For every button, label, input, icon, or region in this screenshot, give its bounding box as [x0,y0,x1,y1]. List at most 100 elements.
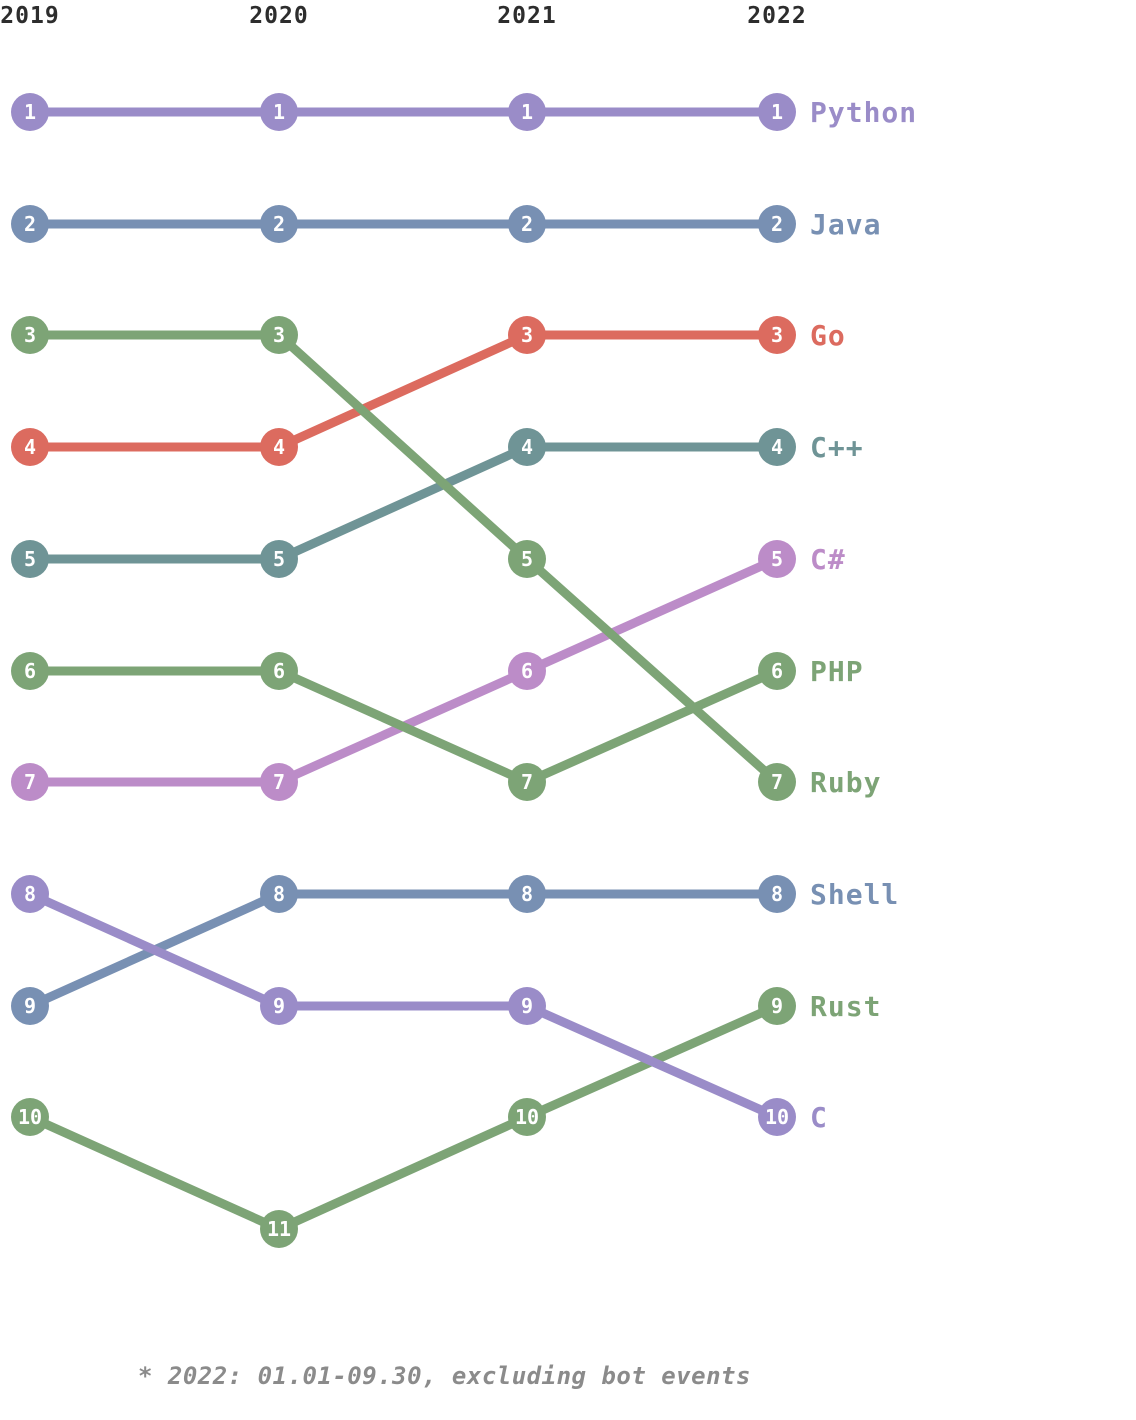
rank-dot-c-2019 [11,763,49,801]
rank-dot-c-2022 [758,540,796,578]
series-label-c: C# [810,543,846,576]
rank-number-ruby-2020: 3 [273,323,285,347]
rank-number-php-2021: 7 [521,770,533,794]
rank-dot-rust-2020 [260,1210,298,1248]
rank-number-c-2020: 9 [273,994,285,1018]
rank-dot-c-2022 [758,428,796,466]
rank-dot-php-2021 [508,763,546,801]
series-line-shell [25,889,782,1011]
series-line-go [25,330,782,452]
rank-dot-shell-2022 [758,875,796,913]
rank-dot-python-2021 [508,93,546,131]
rank-dot-shell-2020 [260,875,298,913]
rank-number-ruby-2019: 3 [24,323,36,347]
rank-number-php-2019: 6 [24,659,36,683]
rank-number-python-2021: 1 [521,100,533,124]
rank-number-java-2020: 2 [273,212,285,236]
rank-number-c-2021: 4 [521,435,533,459]
rank-number-shell-2022: 8 [771,882,783,906]
year-label-2020: 2020 [249,3,309,29]
series-label-c: C [810,1101,828,1134]
rank-number-go-2020: 4 [273,435,285,459]
rank-dot-c-2021 [508,987,546,1025]
rank-number-java-2021: 2 [521,212,533,236]
series-line-rust [25,1001,782,1234]
rank-dot-go-2019 [11,428,49,466]
rank-number-ruby-2022: 7 [771,770,783,794]
rank-dot-python-2022 [758,93,796,131]
rank-dot-java-2021 [508,205,546,243]
rank-dot-c-2020 [260,540,298,578]
series-label-go: Go [810,319,846,352]
series-label-ruby: Ruby [810,766,881,799]
rank-dot-c-2022 [758,1098,796,1136]
series-label-java: Java [810,208,881,241]
rank-dot-c-2019 [11,875,49,913]
rank-dot-c-2019 [11,540,49,578]
rank-number-java-2022: 2 [771,212,783,236]
rank-dot-go-2022 [758,316,796,354]
rank-dot-c-2020 [260,763,298,801]
rank-dot-ruby-2020 [260,316,298,354]
rank-number-java-2019: 2 [24,212,36,236]
rank-number-go-2019: 4 [24,435,36,459]
rank-number-rust-2020: 11 [267,1217,291,1241]
series-line-php [25,666,782,787]
rank-dot-php-2022 [758,652,796,690]
rank-number-c-2019: 5 [24,547,36,571]
rank-number-go-2022: 3 [771,323,783,347]
rank-dot-ruby-2019 [11,316,49,354]
rank-number-go-2021: 3 [521,323,533,347]
series-label-shell: Shell [810,878,899,911]
year-label-2022: 2022 [747,3,807,29]
series-line-c [25,442,782,564]
rank-dot-ruby-2022 [758,763,796,801]
rank-dot-rust-2022 [758,987,796,1025]
rank-dot-python-2019 [11,93,49,131]
rank-number-shell-2019: 9 [24,994,36,1018]
rank-number-php-2022: 6 [771,659,783,683]
rank-number-c-2019: 7 [24,770,36,794]
rank-number-c-2021: 6 [521,659,533,683]
rank-number-c-2020: 5 [273,547,285,571]
rank-dot-shell-2019 [11,987,49,1025]
rank-number-c-2022: 10 [765,1105,789,1129]
rank-number-ruby-2021: 5 [521,547,533,571]
rank-dot-c-2021 [508,652,546,690]
rank-number-c-2019: 8 [24,882,36,906]
series-label-c: C++ [810,431,864,464]
rank-dot-go-2020 [260,428,298,466]
series-label-rust: Rust [810,990,881,1023]
rank-dot-java-2019 [11,205,49,243]
rank-dot-go-2021 [508,316,546,354]
rank-number-rust-2021: 10 [515,1105,539,1129]
rank-number-shell-2021: 8 [521,882,533,906]
rank-number-python-2020: 1 [273,100,285,124]
rank-dot-c-2021 [508,428,546,466]
series-label-python: Python [810,96,917,129]
rank-number-c-2021: 9 [521,994,533,1018]
rank-number-rust-2022: 9 [771,994,783,1018]
rank-dot-rust-2021 [508,1098,546,1136]
rank-dot-c-2020 [260,987,298,1025]
series-line-c [25,889,782,1122]
rank-dot-ruby-2021 [508,540,546,578]
year-label-2021: 2021 [497,3,557,29]
rank-dot-rust-2019 [11,1098,49,1136]
rank-number-rust-2019: 10 [18,1105,42,1129]
rank-dot-php-2020 [260,652,298,690]
footnote: * 2022: 01.01-09.30, excluding bot event… [138,1362,751,1390]
rank-number-python-2019: 1 [24,100,36,124]
year-label-2019: 2019 [0,3,60,29]
rank-dot-java-2020 [260,205,298,243]
rank-dot-python-2020 [260,93,298,131]
rank-number-shell-2020: 8 [273,882,285,906]
rank-dot-shell-2021 [508,875,546,913]
rank-number-php-2020: 6 [273,659,285,683]
rank-number-c-2022: 4 [771,435,783,459]
series-line-ruby [25,330,782,787]
rank-dot-php-2019 [11,652,49,690]
rank-number-c-2020: 7 [273,770,285,794]
